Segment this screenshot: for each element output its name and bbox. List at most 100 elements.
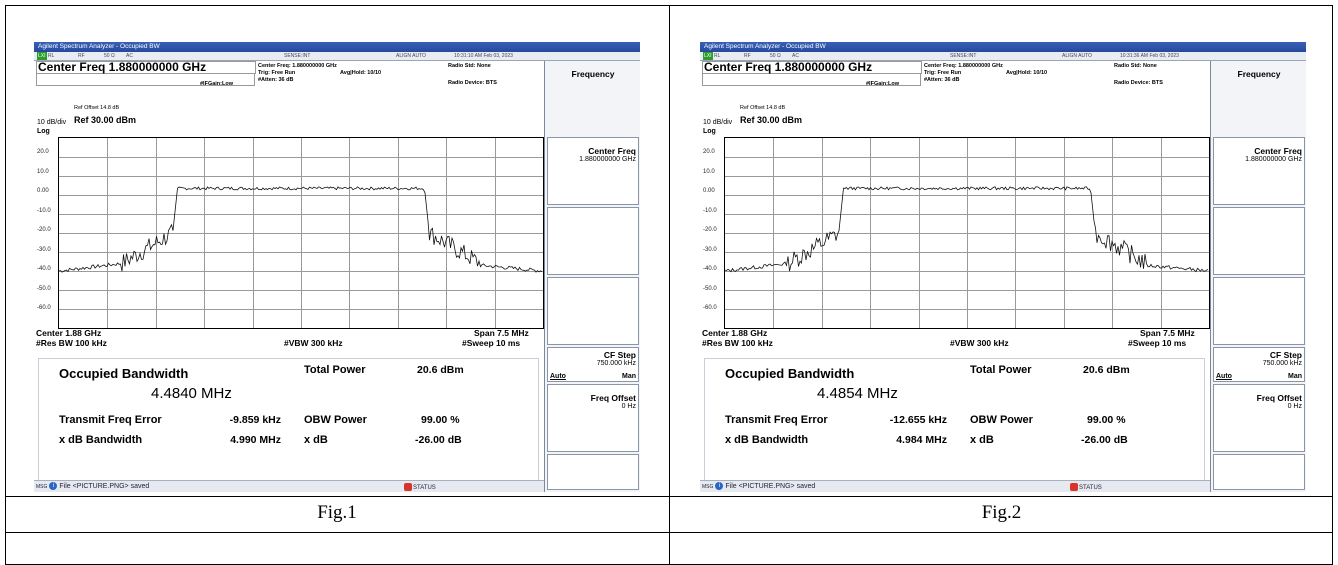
center-freq-softkey-value: 1.880000000 GHz (1245, 156, 1302, 163)
xdb-label: x dB (304, 434, 328, 446)
gridline-horizontal (59, 290, 543, 291)
trigger: Trig: Free Run (924, 70, 962, 76)
info-icon: i (715, 482, 724, 491)
msg-prefix: MSG (36, 484, 48, 490)
obw-power-label: OBW Power (970, 414, 1033, 426)
status-indicator[interactable]: STATUS (404, 482, 436, 492)
trace-line (59, 186, 543, 273)
center-freq-display[interactable]: Center Freq 1.880000000 GHz (36, 61, 256, 74)
gridline-vertical (349, 138, 351, 328)
spectrum-analyzer-fig1: Agilent Spectrum Analyzer - Occupied BW … (34, 42, 640, 492)
status-row: LXI RL RF 50 Ω AC SENSE:INT ALIGN AUTO 1… (34, 52, 640, 61)
cf-step-softkey[interactable]: CF Step 750.000 kHz Auto Man (1213, 347, 1305, 382)
blank-softkey-1[interactable] (1213, 207, 1305, 275)
xdb-bw-value: 4.984 MHz (896, 434, 947, 446)
status-label: STATUS (1079, 485, 1102, 491)
cf-step-softkey[interactable]: CF Step 750.000 kHz Auto Man (547, 347, 639, 382)
ref-offset: Ref Offset 14.8 dB (74, 105, 120, 111)
y-tick-label: -60.0 (37, 305, 51, 311)
radio-std: Radio Std: None (448, 63, 491, 69)
caption-fig1: Fig.1 (317, 502, 357, 523)
info-icon: i (49, 482, 58, 491)
tx-freq-err-label: Transmit Freq Error (725, 414, 828, 426)
xdb-value: -26.00 dB (415, 434, 462, 446)
gridline-horizontal (59, 252, 543, 253)
lxi-indicator: LXI (703, 52, 713, 60)
center-freq-softkey[interactable]: Center Freq 1.880000000 GHz (1213, 137, 1305, 205)
radio-device: Radio Device: BTS (1114, 80, 1163, 86)
softkey-panel: Frequency Center Freq 1.880000000 GHz CF… (1210, 61, 1306, 492)
if-gain: #IFGain:Low (866, 81, 899, 87)
center-label: Center 1.88 GHz (36, 328, 102, 338)
input-field-box[interactable] (36, 73, 255, 86)
auto-option[interactable]: Auto (550, 373, 566, 380)
occupied-bw-label: Occupied Bandwidth (59, 366, 189, 381)
obw-power-label: OBW Power (304, 414, 367, 426)
y-tick-label: -20.0 (37, 227, 51, 233)
cf-step-softkey-value: 750.000 kHz (596, 360, 636, 367)
blank-softkey-1[interactable] (547, 207, 639, 275)
blank-softkey-2[interactable] (547, 277, 639, 345)
blank-softkey-3[interactable] (1213, 454, 1305, 490)
total-power-value: 20.6 dBm (417, 364, 464, 376)
frequency-menu-title: Frequency (547, 63, 639, 107)
gridline-vertical (397, 138, 399, 328)
y-tick-label: -40.0 (703, 266, 717, 272)
center-freq-softkey[interactable]: Center Freq 1.880000000 GHz (547, 137, 639, 205)
xdb-label: x dB (970, 434, 994, 446)
trigger: Trig: Free Run (258, 70, 296, 76)
results-panel: Occupied Bandwidth 4.4854 MHz Total Powe… (704, 358, 1205, 484)
rbw-label: #Res BW 100 kHz (702, 338, 773, 348)
align-indicator: ALIGN AUTO (396, 53, 426, 59)
radio-device: Radio Device: BTS (448, 80, 497, 86)
spectrum-plot (724, 137, 1210, 329)
y-tick-label: -50.0 (703, 285, 717, 292)
window-title: Agilent Spectrum Analyzer - Occupied BW (34, 42, 640, 52)
rf-indicator: RF (744, 53, 751, 59)
tx-freq-err-label: Transmit Freq Error (59, 414, 162, 426)
scale-per-div: 10 dB/div (703, 119, 733, 126)
impedance-indicator: 50 Ω (104, 53, 115, 59)
man-option[interactable]: Man (1288, 373, 1302, 380)
timestamp: 10:31:36 AM Feb 03, 2023 (1120, 53, 1179, 59)
y-tick-label: -50.0 (37, 285, 51, 292)
spectrum-analyzer-fig2: Agilent Spectrum Analyzer - Occupied BW … (700, 42, 1306, 492)
meas-center-freq: Center Freq: 1.880000000 GHz (258, 63, 337, 69)
blank-softkey-3[interactable] (547, 454, 639, 490)
cf-step-softkey-label: CF Step (1269, 350, 1302, 360)
vbw-label: #VBW 300 kHz (950, 338, 1009, 348)
gridline-horizontal (725, 252, 1209, 253)
sense-indicator: SENSE:INT (950, 53, 977, 59)
sweep-label: #Sweep 10 ms (462, 338, 521, 348)
gridline-vertical (1112, 138, 1114, 328)
log-scale: Log (37, 128, 50, 135)
blank-softkey-2[interactable] (1213, 277, 1305, 345)
status-message: File <PICTURE.PNG> saved (725, 483, 816, 490)
freq-offset-softkey[interactable]: Freq Offset 0 Hz (547, 384, 639, 452)
rl-indicator: RL (714, 53, 721, 59)
gridline-vertical (1015, 138, 1017, 328)
impedance-indicator: 50 Ω (770, 53, 781, 59)
man-option[interactable]: Man (622, 373, 636, 380)
freq-offset-softkey[interactable]: Freq Offset 0 Hz (1213, 384, 1305, 452)
auto-option[interactable]: Auto (1216, 373, 1232, 380)
frequency-menu-label: Frequency (1237, 69, 1281, 79)
ref-offset: Ref Offset 14.8 dB (740, 105, 786, 111)
status-indicator[interactable]: STATUS (1070, 482, 1102, 492)
xdb-bw-value: 4.990 MHz (230, 434, 281, 446)
y-tick-label: 0.00 (703, 188, 715, 194)
center-freq-softkey-value: 1.880000000 GHz (579, 156, 636, 163)
coupling-indicator: AC (792, 53, 799, 59)
avg-hold: Avg|Hold: 10/10 (340, 70, 382, 76)
freq-offset-softkey-value: 0 Hz (1287, 403, 1302, 410)
cf-step-softkey-label: CF Step (603, 350, 636, 360)
xdb-bw-label: x dB Bandwidth (725, 434, 809, 446)
gridline-horizontal (59, 309, 543, 310)
y-tick-label: -30.0 (37, 246, 51, 253)
span-label: Span 7.5 MHz (1140, 328, 1195, 338)
y-tick-label: -60.0 (703, 305, 717, 311)
vbw-label: #VBW 300 kHz (284, 338, 343, 348)
input-field-box[interactable] (702, 73, 921, 86)
center-freq-display[interactable]: Center Freq 1.880000000 GHz (702, 61, 922, 74)
ref-level: Ref 30.00 dBm (74, 115, 137, 125)
